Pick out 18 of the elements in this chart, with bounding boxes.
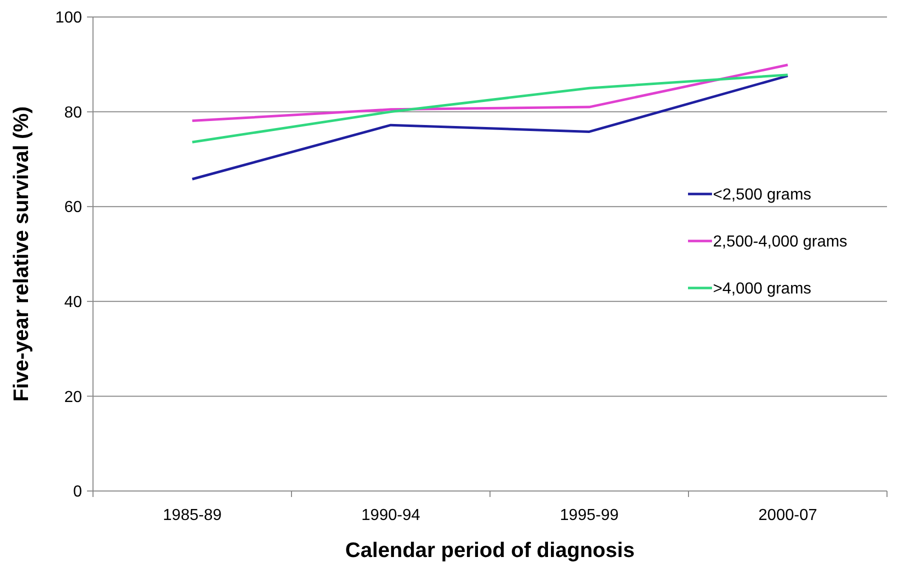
- x-axis-title: Calendar period of diagnosis: [345, 539, 635, 562]
- x-tick-label: 1985-89: [162, 507, 222, 524]
- x-tick-label: 2000-07: [758, 507, 818, 524]
- x-tick-label: 1995-99: [560, 507, 619, 524]
- legend-label: >4,000 grams: [713, 280, 812, 298]
- y-tick-label: 80: [64, 104, 82, 122]
- line-series: [191, 64, 789, 122]
- line-series: [191, 74, 789, 180]
- y-tick-label: 20: [64, 388, 82, 406]
- legend-label: 2,500-4,000 grams: [713, 234, 848, 251]
- line-series: [191, 74, 789, 144]
- y-tick-label: 40: [64, 294, 82, 311]
- x-tick-label: 1990-94: [361, 507, 420, 524]
- y-tick-label: 100: [55, 10, 82, 27]
- y-axis-title: Five-year relative survival (%): [10, 106, 33, 402]
- legend-label: <2,500 grams: [713, 186, 812, 204]
- y-tick-label: 60: [64, 199, 82, 216]
- y-tick-label: 0: [73, 484, 82, 501]
